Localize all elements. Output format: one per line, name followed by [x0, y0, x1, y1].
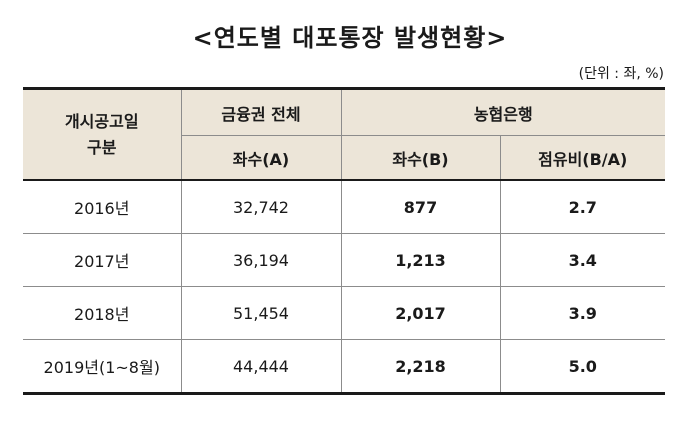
header-row-2: 좌수(A) 좌수(B) 점유비(B/A): [23, 135, 666, 181]
cell-year: 2019년(1~8월): [23, 339, 182, 395]
header-nh-bank: 농협은행: [340, 87, 666, 136]
page-title: <연도별 대포통장 발생현황>: [192, 24, 508, 52]
table-row: 2016년 32,742 877 2.7: [23, 180, 666, 234]
corner-header-top: 개시공고일: [64, 111, 139, 131]
cell-count-a: 44,444: [180, 339, 342, 395]
cell-count-b: 2,017: [340, 286, 501, 340]
cell-year: 2018년: [23, 286, 182, 340]
unit-note: (단위 : 좌, %): [578, 66, 664, 82]
statistics-table: 개시공고일 구분 금융권 전체 농협은행 좌수(A) 좌수(B) 점유비(B/A…: [23, 87, 666, 395]
cell-year: 2016년: [23, 180, 182, 234]
header-row-1: 개시공고일 구분 금융권 전체 농협은행: [23, 87, 666, 181]
header-share-ratio: 점유비(B/A): [499, 135, 666, 181]
cell-count-b: 2,218: [340, 339, 501, 395]
cell-share-ratio: 3.9: [499, 286, 666, 340]
table-row: 2019년(1~8월) 44,444 2,218 5.0: [23, 339, 666, 395]
table-row: 2018년 51,454 2,017 3.9: [23, 286, 666, 340]
cell-count-b: 877: [340, 180, 501, 234]
corner-header-bottom: 구분: [87, 137, 117, 157]
header-count-b: 좌수(B): [340, 135, 501, 181]
cell-count-a: 32,742: [180, 180, 342, 234]
table-row: 2017년 36,194 1,213 3.4: [23, 233, 666, 287]
header-all-financial: 금융권 전체: [180, 87, 342, 136]
cell-share-ratio: 5.0: [499, 339, 666, 395]
corner-header: 개시공고일 구분: [23, 87, 182, 181]
cell-share-ratio: 2.7: [499, 180, 666, 234]
cell-count-a: 51,454: [180, 286, 342, 340]
cell-count-a: 36,194: [180, 233, 342, 287]
cell-count-b: 1,213: [340, 233, 501, 287]
cell-year: 2017년: [23, 233, 182, 287]
header-count-a: 좌수(A): [181, 135, 342, 181]
cell-share-ratio: 3.4: [499, 233, 666, 287]
